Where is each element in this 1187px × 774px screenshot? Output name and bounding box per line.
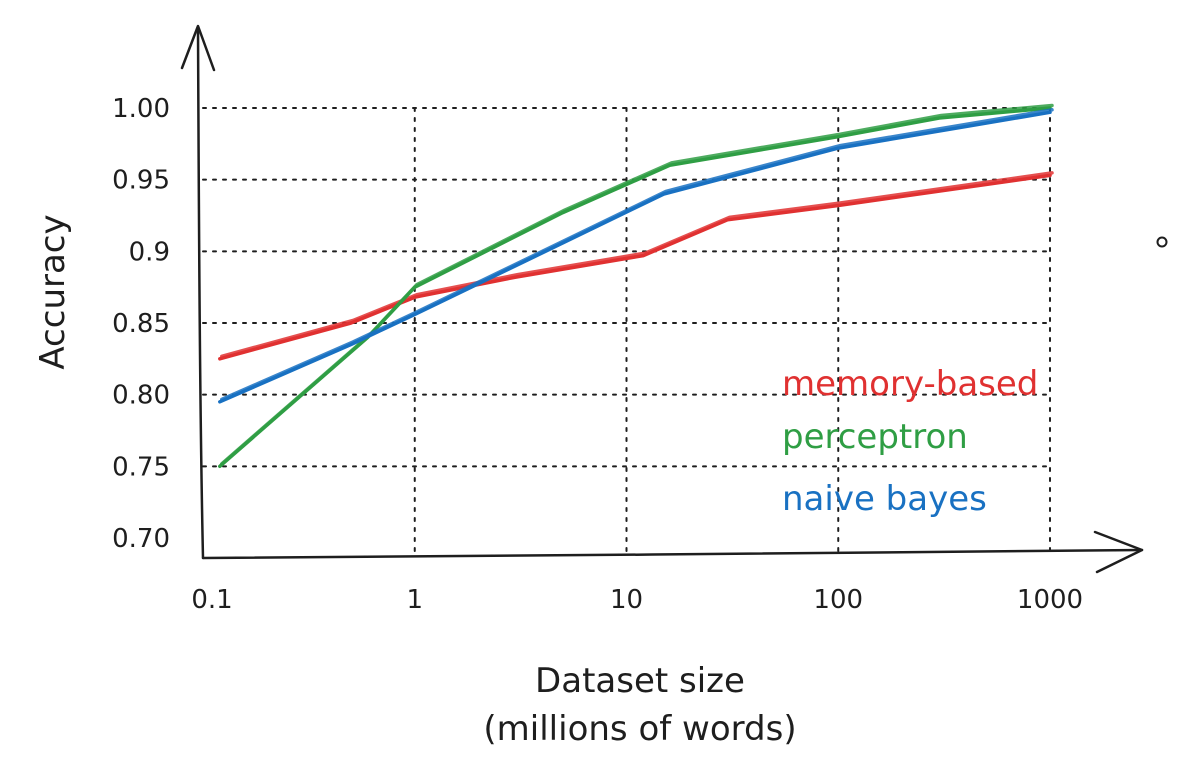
y-tick-label: 0.80 <box>112 381 170 411</box>
y-tick-label: 0.70 <box>112 524 170 554</box>
series-line-perceptron <box>218 106 1052 469</box>
x-axis-line <box>201 548 1144 560</box>
legend-entry-memory-based: memory-based <box>782 364 1038 404</box>
series-line-naive-bayes-sketch <box>220 108 1054 402</box>
legend-entry-naive-bayes: naive bayes <box>782 479 987 519</box>
x-tick-label: 10 <box>610 585 643 615</box>
y-axis-arrowhead <box>180 24 216 72</box>
y-axis-line <box>196 26 205 560</box>
x-tick-label: 0.1 <box>191 585 232 615</box>
legend-entry-perceptron: perceptron <box>782 417 968 457</box>
x-axis-title-line-2: (millions of words) <box>483 709 796 749</box>
y-tick-label: 0.9 <box>129 237 170 267</box>
stray-dot <box>1156 236 1168 248</box>
x-axis-title-line-1: Dataset size <box>535 661 745 701</box>
series-line-memory-based <box>218 173 1052 361</box>
y-tick-label: 1.00 <box>112 94 170 124</box>
y-tick-labels: 0.70 0.75 0.80 0.85 0.9 0.95 1.00 <box>112 94 170 554</box>
x-axis-arrowhead <box>1093 530 1144 574</box>
series-line-memory-based-sketch <box>220 171 1054 359</box>
legend: memory-based perceptron naive bayes <box>782 364 1038 519</box>
y-tick-label: 0.75 <box>112 452 170 482</box>
x-tick-label: 1000 <box>1017 585 1083 615</box>
x-tick-label: 1 <box>406 585 423 615</box>
y-tick-label: 0.95 <box>112 166 170 196</box>
series-lines <box>218 103 1054 469</box>
series-line-perceptron-sketch <box>220 103 1054 466</box>
axes <box>180 24 1144 574</box>
y-tick-label: 0.85 <box>112 309 170 339</box>
x-tick-label: 100 <box>813 585 863 615</box>
x-tick-labels: 0.1 1 10 100 1000 <box>191 585 1083 615</box>
y-axis-title: Accuracy <box>33 214 73 369</box>
